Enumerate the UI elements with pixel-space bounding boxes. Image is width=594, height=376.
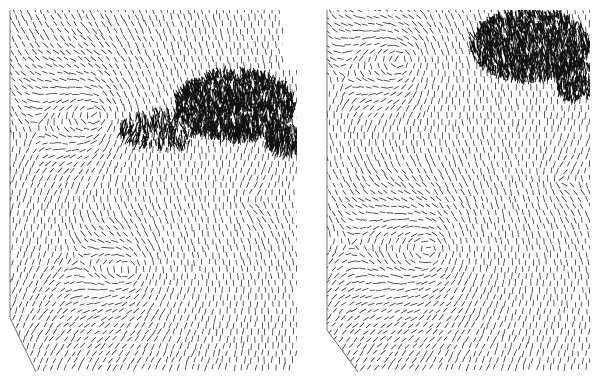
figure (0, 0, 594, 376)
page: (() => { const NS = 'http://www.w3.org/2… (0, 0, 594, 376)
